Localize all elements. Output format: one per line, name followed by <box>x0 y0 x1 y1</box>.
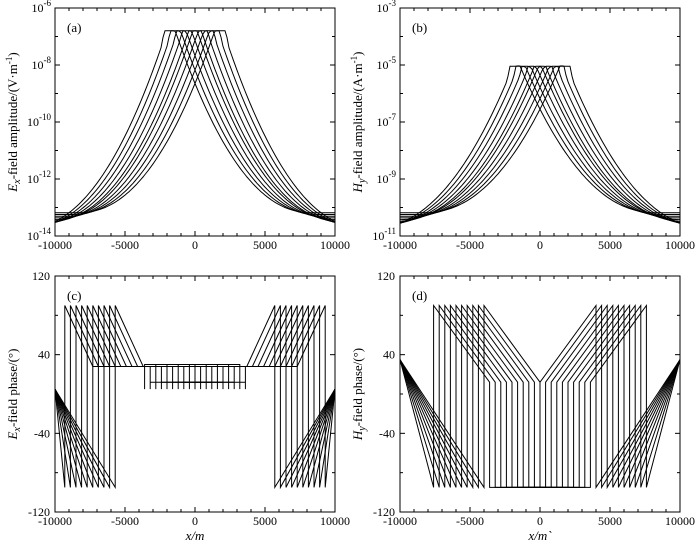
x-tick-label: 10000 <box>665 514 695 528</box>
panel-label: (b) <box>412 20 427 35</box>
x-tick-label: -10000 <box>383 514 417 528</box>
panel-label: (a) <box>67 20 81 35</box>
series-line <box>55 30 335 222</box>
x-tick-label: 10000 <box>320 238 350 252</box>
y-tick-label: 40 <box>38 348 50 362</box>
x-tick-label: -5000 <box>111 238 139 252</box>
series-line <box>400 65 680 222</box>
y-tick-label: 10-10 <box>27 112 51 129</box>
plot-frame <box>54 275 336 513</box>
x-tick-label: -10000 <box>383 238 417 252</box>
y-tick-label: 10-7 <box>377 112 397 129</box>
series-line <box>400 65 680 223</box>
series-line <box>55 305 335 490</box>
x-tick-label: -5000 <box>111 514 139 528</box>
series-line <box>55 305 335 488</box>
y-axis-label: Hy-field phase/(°) <box>350 348 368 441</box>
series-line <box>55 30 335 223</box>
panel-b: -10000 -5000 0 5000 10000 10-3 10-5 10-7 10-9 10-… <box>349 0 695 252</box>
series-line <box>400 303 680 490</box>
y-tick-label: 10-12 <box>27 169 51 186</box>
series-line <box>55 305 335 488</box>
x-tick-label: 0 <box>192 238 198 252</box>
x-tick-label: 10000 <box>320 514 350 528</box>
y-axis-label: Ex-field amplitude/(V·m-1) <box>4 52 23 192</box>
y-tick-label: -40 <box>379 426 395 440</box>
series-line <box>55 305 335 488</box>
x-tick-label: 5000 <box>598 238 622 252</box>
y-tick-label: 10-14 <box>27 226 51 243</box>
series-line <box>400 65 680 224</box>
y-tick-label: 10-11 <box>372 226 396 243</box>
x-axis-label: x/m <box>185 528 205 543</box>
y-tick-label: 10-9 <box>377 169 397 186</box>
plot-frame <box>54 7 336 237</box>
series-line <box>55 30 335 223</box>
series-line <box>55 305 335 488</box>
y-tick-label: 10-5 <box>377 55 397 72</box>
panel-a: -10000 -5000 0 5000 10000 10-6 10-8 10-10 10-12 1… <box>4 0 350 252</box>
series-line <box>55 30 335 223</box>
x-tick-label: 10000 <box>665 238 695 252</box>
series-line <box>400 65 680 224</box>
series-line <box>55 30 335 222</box>
series-line <box>400 65 680 222</box>
series-line <box>400 65 680 223</box>
series-line <box>400 65 680 224</box>
y-axis-label: Ex-field phase/(°) <box>5 349 23 441</box>
y-tick-label: 10-3 <box>377 0 397 15</box>
series-line <box>400 65 680 224</box>
series-line <box>400 65 680 224</box>
series-line <box>55 305 335 490</box>
x-tick-label: -10000 <box>38 238 72 252</box>
y-axis-label: Hy-field amplitude/(A·m-1) <box>349 52 368 194</box>
x-tick-label: 0 <box>537 238 543 252</box>
x-tick-label: -5000 <box>456 514 484 528</box>
x-tick-label: 5000 <box>598 514 622 528</box>
series-line <box>55 305 335 488</box>
series-line <box>400 65 680 224</box>
series-line <box>55 30 335 222</box>
x-tick-label: 5000 <box>253 238 277 252</box>
plot-frame <box>399 7 681 237</box>
series-line <box>55 305 335 490</box>
panel-label: (c) <box>67 288 81 303</box>
x-tick-label: 0 <box>537 514 543 528</box>
y-tick-label: 40 <box>383 348 395 362</box>
panel-d: -10000 -5000 0 5000 10000 120 40 -40 -120 (d) Hy-f… <box>350 269 695 543</box>
y-tick-label: 120 <box>377 269 395 283</box>
y-tick-label: -40 <box>34 426 50 440</box>
panel-label: (d) <box>412 288 427 303</box>
y-tick-label: 120 <box>32 269 50 283</box>
y-tick-label: -120 <box>373 505 395 519</box>
y-tick-label: 10-6 <box>32 0 52 15</box>
series-line <box>55 305 335 490</box>
x-axis-label: x/m` <box>527 528 552 543</box>
x-tick-label: -5000 <box>456 238 484 252</box>
series-line <box>55 305 335 488</box>
series-line <box>55 30 335 223</box>
x-tick-label: -10000 <box>38 514 72 528</box>
y-tick-label: -120 <box>28 505 50 519</box>
series-line <box>55 30 335 223</box>
series-line <box>55 30 335 222</box>
panel-c: -10000 -5000 0 5000 10000 120 40 -40 -120 (c) Ex-f… <box>5 269 350 543</box>
series-line <box>55 30 335 223</box>
x-tick-label: 0 <box>192 514 198 528</box>
y-tick-label: 10-8 <box>32 55 52 72</box>
x-tick-label: 5000 <box>253 514 277 528</box>
